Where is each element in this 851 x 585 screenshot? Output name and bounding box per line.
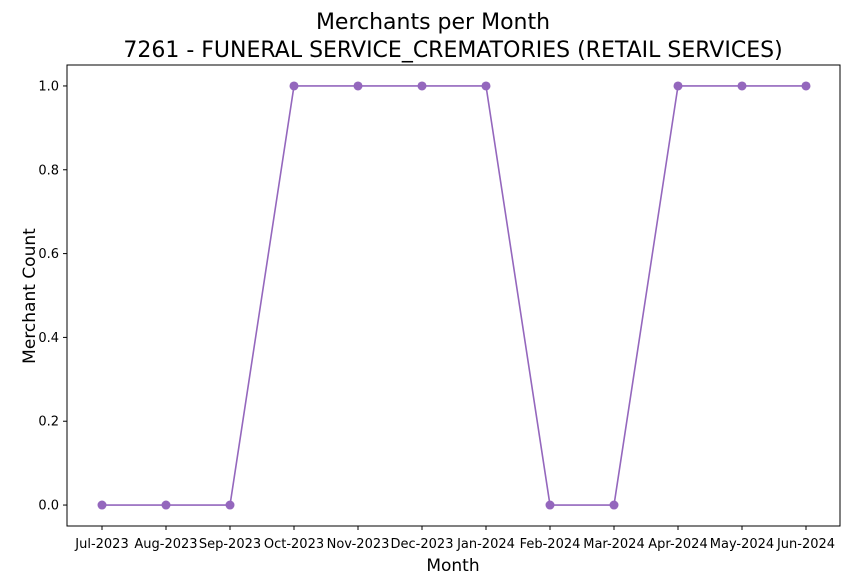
data-point — [545, 500, 555, 510]
x-tick-label: May-2024 — [710, 537, 774, 552]
x-tick-label: Apr-2024 — [648, 537, 707, 552]
data-point — [737, 81, 747, 91]
chart-subtitle: 7261 - FUNERAL SERVICE_CREMATORIES (RETA… — [123, 38, 782, 63]
data-point — [225, 500, 235, 510]
y-tick-label: 0.8 — [38, 163, 59, 178]
x-tick-label: Nov-2023 — [327, 537, 390, 552]
y-tick-label: 0.2 — [38, 415, 59, 430]
data-point — [481, 81, 491, 91]
x-tick-label: Feb-2024 — [520, 537, 581, 552]
y-tick-label: 0.6 — [38, 247, 59, 262]
y-axis-label: Merchant Count — [20, 228, 40, 364]
x-tick-label: Sep-2023 — [199, 537, 261, 552]
y-tick-label: 1.0 — [38, 79, 59, 94]
data-point — [289, 81, 299, 91]
data-point — [609, 500, 619, 510]
data-point — [97, 500, 107, 510]
y-tick-label: 0.4 — [38, 331, 59, 346]
y-tick-label: 0.0 — [38, 499, 59, 514]
x-tick-label: Jul-2023 — [74, 537, 128, 552]
x-axis-label: Month — [426, 556, 479, 576]
axes-frame — [66, 64, 841, 527]
x-tick-label: Oct-2023 — [264, 537, 324, 552]
x-tick-label: Aug-2023 — [134, 537, 197, 552]
x-tick-label: Dec-2023 — [391, 537, 454, 552]
series-line — [102, 85, 806, 506]
data-point — [801, 81, 811, 91]
x-tick-label: Jan-2024 — [456, 537, 515, 552]
data-point — [353, 81, 363, 91]
x-tick-label: Mar-2024 — [583, 537, 644, 552]
x-tick-label: Jun-2024 — [776, 537, 835, 552]
chart-title: Merchants per Month — [316, 10, 550, 35]
data-point — [673, 81, 683, 91]
data-point — [161, 500, 171, 510]
plot-area: 0.0 0.2 0.4 0.6 0.8 1.0 Jul-2023 Aug-2023 Sep-20… — [38, 79, 835, 552]
data-point — [417, 81, 427, 91]
